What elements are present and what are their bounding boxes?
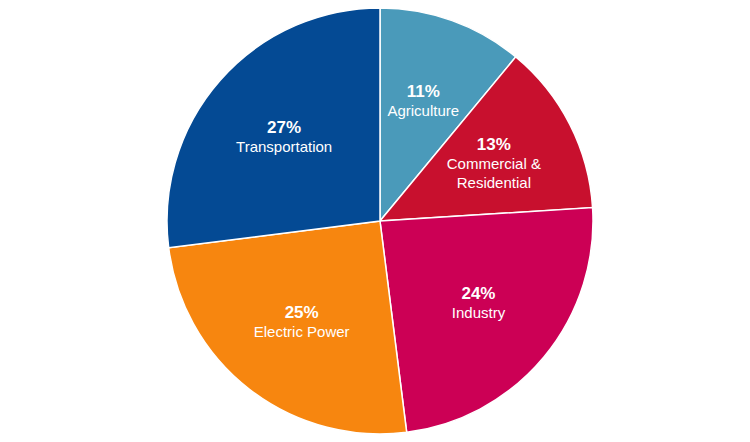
svg-text:24%Industry: 24%Industry: [452, 283, 506, 320]
svg-text:25%Electric Power: 25%Electric Power: [254, 303, 350, 340]
svg-text:11%Agriculture: 11%Agriculture: [387, 82, 459, 119]
svg-text:13%Commercial &Residential: 13%Commercial &Residential: [447, 134, 541, 190]
svg-text:27%Transportation: 27%Transportation: [236, 117, 332, 154]
